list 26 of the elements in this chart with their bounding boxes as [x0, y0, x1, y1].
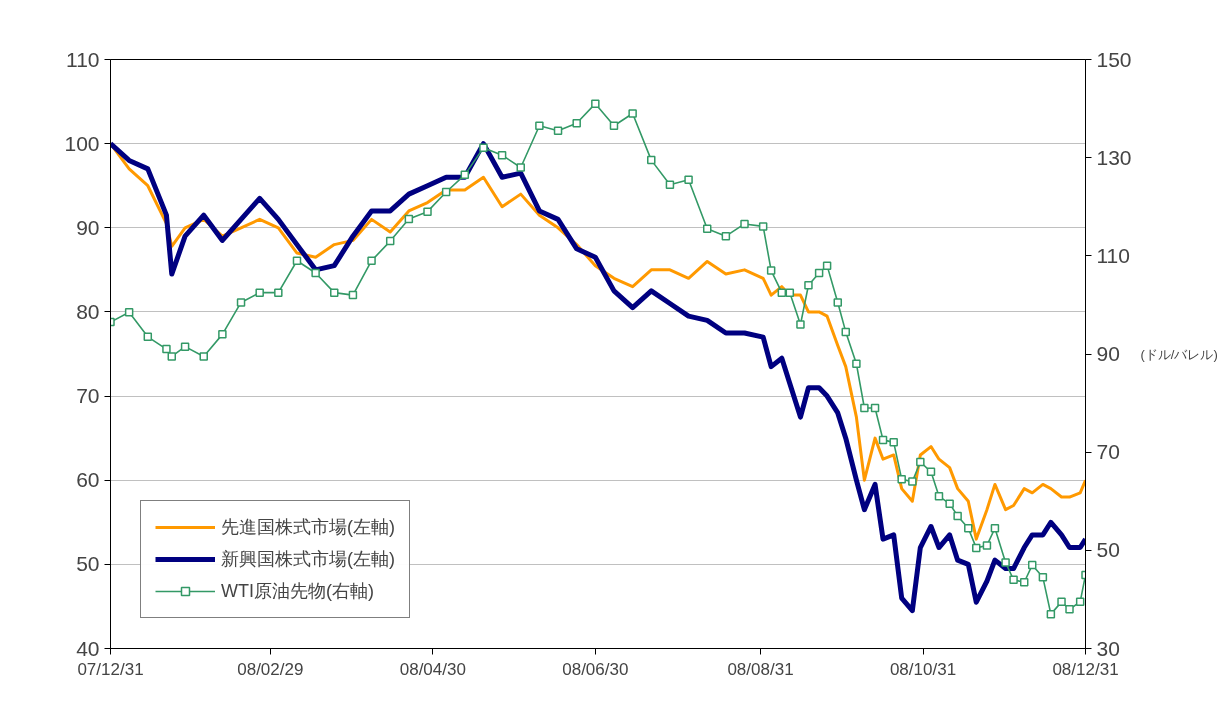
- y2-tick-label: 70: [1096, 440, 1120, 464]
- y2-axis-title: (ドル/バレル): [1140, 346, 1218, 362]
- x-tick-label: 08/06/30: [562, 659, 629, 679]
- x-tick-label: 07/12/31: [77, 659, 144, 679]
- y2-tick-label: 130: [1096, 145, 1132, 169]
- y-tick-label: 80: [76, 299, 100, 323]
- y-tick-label: 40: [76, 636, 100, 660]
- y-tick-label: 50: [76, 552, 100, 576]
- x-tick-label: 08/12/31: [1052, 659, 1119, 679]
- y-tick-label: 60: [76, 468, 100, 492]
- y2-tick-label: 30: [1096, 636, 1120, 660]
- x-tick-label: 08/04/30: [399, 659, 466, 679]
- y2-tick-label: 150: [1096, 47, 1132, 71]
- legend-label: WTI原油先物(右軸): [221, 580, 374, 603]
- x-tick-label: 08/02/29: [237, 659, 304, 679]
- y2-tick-label: 110: [1096, 243, 1130, 267]
- legend-label: 先進国株式市場(左軸): [221, 516, 395, 539]
- y-tick-label: 90: [76, 215, 100, 239]
- y2-tick-label: 50: [1096, 538, 1120, 562]
- legend-label: 新興国株式市場(左軸): [221, 548, 395, 571]
- y-tick-label: 100: [64, 131, 100, 155]
- y-tick-label: 70: [76, 384, 100, 408]
- x-tick-label: 08/08/31: [727, 659, 794, 679]
- y-tick-label: 110: [66, 47, 100, 71]
- x-tick-label: 08/10/31: [889, 659, 957, 679]
- y2-tick-label: 90: [1096, 342, 1120, 365]
